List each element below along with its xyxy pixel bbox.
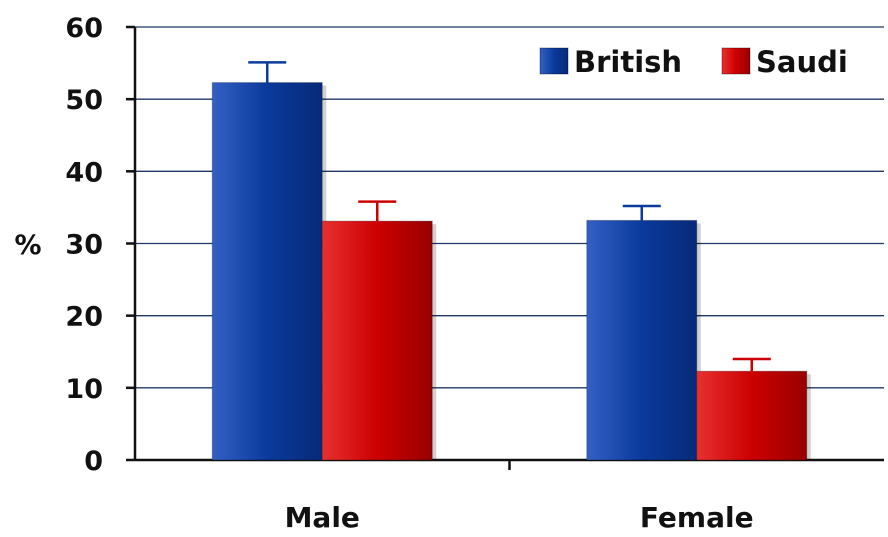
y-tick-labels: 0 10 20 30 40 50 60 xyxy=(65,13,103,477)
category-label: Female xyxy=(640,501,754,534)
bar-saudi-female xyxy=(696,370,808,461)
error-bars xyxy=(248,61,771,372)
y-tick-label: 40 xyxy=(65,157,103,188)
legend-label-british: British xyxy=(574,45,682,79)
y-tick-label: 50 xyxy=(65,85,103,116)
y-axis-label: % xyxy=(14,230,41,261)
y-tick-label: 10 xyxy=(65,374,103,405)
legend-swatch-british xyxy=(539,47,569,75)
y-tick-label: 0 xyxy=(84,446,103,477)
y-tick-label: 20 xyxy=(65,302,103,333)
bars xyxy=(211,82,811,461)
bar-british-female xyxy=(586,219,698,461)
bar-saudi-male xyxy=(321,220,433,461)
legend: British Saudi xyxy=(539,45,848,79)
y-tick-label: 60 xyxy=(65,13,103,44)
category-label: Male xyxy=(285,501,360,534)
legend-label-saudi: Saudi xyxy=(756,45,848,79)
y-tick-label: 30 xyxy=(65,230,103,261)
legend-swatch-saudi xyxy=(721,47,751,75)
bar-british-male xyxy=(211,82,323,461)
category-labels: Male Female xyxy=(285,501,754,534)
